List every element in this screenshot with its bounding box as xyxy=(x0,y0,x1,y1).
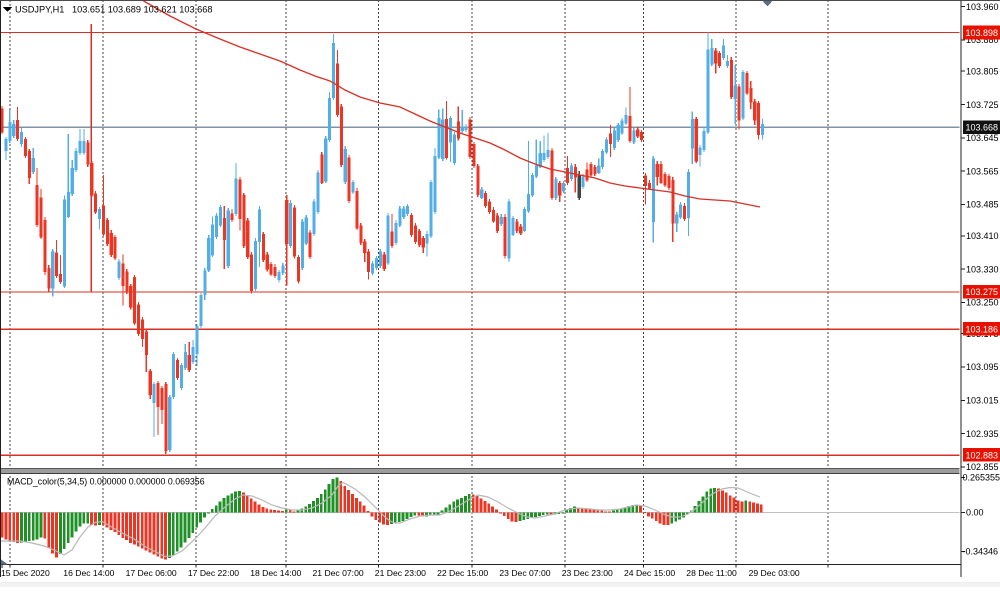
svg-text:103.565: 103.565 xyxy=(966,166,999,176)
svg-text:15 Dec 2020: 15 Dec 2020 xyxy=(1,568,50,578)
svg-text:28 Dec 11:00: 28 Dec 11:00 xyxy=(686,568,737,578)
svg-text:102.883: 102.883 xyxy=(966,450,999,460)
svg-text:103.410: 103.410 xyxy=(966,231,999,241)
svg-text:102.935: 102.935 xyxy=(966,429,999,439)
svg-text:16 Dec 14:00: 16 Dec 14:00 xyxy=(63,568,114,578)
svg-text:23 Dec 23:00: 23 Dec 23:00 xyxy=(562,568,613,578)
svg-text:103.960: 103.960 xyxy=(966,2,999,12)
svg-text:103.330: 103.330 xyxy=(966,264,999,274)
svg-text:103.725: 103.725 xyxy=(966,100,999,110)
svg-text:21 Dec 23:00: 21 Dec 23:00 xyxy=(375,568,426,578)
svg-text:MACD_color(5,34,5) 0.000000 0.: MACD_color(5,34,5) 0.000000 0.000000 0.0… xyxy=(7,477,205,487)
svg-text:103.275: 103.275 xyxy=(966,287,999,297)
svg-text:0.00: 0.00 xyxy=(966,508,984,518)
svg-text:17 Dec 06:00: 17 Dec 06:00 xyxy=(126,568,177,578)
svg-text:17 Dec 22:00: 17 Dec 22:00 xyxy=(188,568,239,578)
svg-text:103.805: 103.805 xyxy=(966,66,999,76)
svg-text:103.898: 103.898 xyxy=(966,28,999,38)
svg-text:0.265355: 0.265355 xyxy=(963,473,1000,483)
svg-text:29 Dec 03:00: 29 Dec 03:00 xyxy=(749,568,800,578)
svg-text:-0.34346: -0.34346 xyxy=(963,547,999,557)
svg-text:22 Dec 15:00: 22 Dec 15:00 xyxy=(437,568,488,578)
svg-text:103.250: 103.250 xyxy=(966,298,999,308)
svg-text:103.645: 103.645 xyxy=(966,133,999,143)
svg-text:103.015: 103.015 xyxy=(966,396,999,406)
svg-text:102.855: 102.855 xyxy=(966,462,999,472)
svg-text:103.095: 103.095 xyxy=(966,362,999,372)
svg-text:103.485: 103.485 xyxy=(966,200,999,210)
svg-text:103.668: 103.668 xyxy=(966,123,999,133)
svg-text:23 Dec 07:00: 23 Dec 07:00 xyxy=(499,568,550,578)
svg-text:21 Dec 07:00: 21 Dec 07:00 xyxy=(313,568,364,578)
svg-text:103.186: 103.186 xyxy=(966,324,999,334)
svg-text:18 Dec 14:00: 18 Dec 14:00 xyxy=(250,568,301,578)
svg-text:USDJPY,H1 103.651 103.689 10: USDJPY,H1 103.651 103.689 103.621 103.66… xyxy=(15,5,213,15)
svg-text:24 Dec 15:00: 24 Dec 15:00 xyxy=(624,568,675,578)
